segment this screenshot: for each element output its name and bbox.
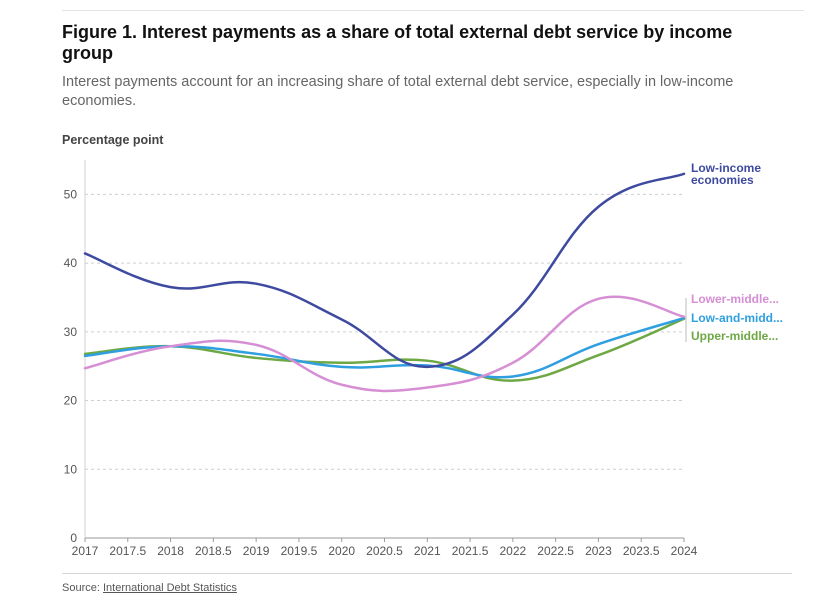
x-tick-label: 2019 [243,544,270,558]
top-divider [62,10,804,11]
x-tick-label: 2017.5 [109,544,146,558]
x-tick-label: 2020 [328,544,355,558]
x-tick-label: 2021.5 [452,544,489,558]
source-link[interactable]: International Debt Statistics [102,582,237,594]
x-tick-label: 2019.5 [281,544,318,558]
series-label: Upper-middle... [691,329,778,343]
y-tick-labels: 0 10 20 30 40 50 [64,187,78,545]
series-line-2 [83,316,686,379]
x-tick-label: 2022 [500,544,527,558]
x-tick-label: 2017 [72,544,99,558]
source-label: Source: [62,582,100,594]
x-tick-label: 2018 [157,544,184,558]
y-tick-label: 20 [64,394,78,408]
x-tick-label: 2024 [671,544,698,558]
series-label: Low-and-midd... [691,311,783,325]
series-line-1 [83,295,686,393]
line-chart: 0 10 20 30 40 50 2017 2017.5 2018 2018.5 2019 2019… [64,160,783,558]
y-tick-label: 50 [64,187,78,201]
y-tick-label: 30 [64,325,78,339]
series-label: Low-income [691,161,761,175]
y-tick-label: 40 [64,256,78,270]
x-tick-label: 2018.5 [195,544,232,558]
chart-subtitle: Interest payments account for an increas… [62,74,734,109]
series-line-0 [83,172,686,369]
x-tick-label: 2023 [585,544,612,558]
x-tick-label: 2023.5 [623,544,660,558]
y-tick-label: 0 [70,531,77,545]
chart-title: Figure 1. Interest payments as a share o… [62,22,733,63]
y-tick-label: 10 [64,462,78,476]
x-tick-labels: 2017 2017.5 2018 2018.5 2019 2019.5 2020 2020.5… [72,538,698,558]
series-label: Lower-middle... [691,292,779,306]
x-tick-label: 2021 [414,544,441,558]
x-tick-label: 2022.5 [537,544,574,558]
series-lines [83,172,686,393]
x-tick-label: 2020.5 [366,544,403,558]
bottom-divider [62,573,792,574]
source-note: Source: International Debt Statistics [62,582,237,594]
y-axis-label: Percentage point [62,133,164,147]
series-label: economies [691,173,754,187]
